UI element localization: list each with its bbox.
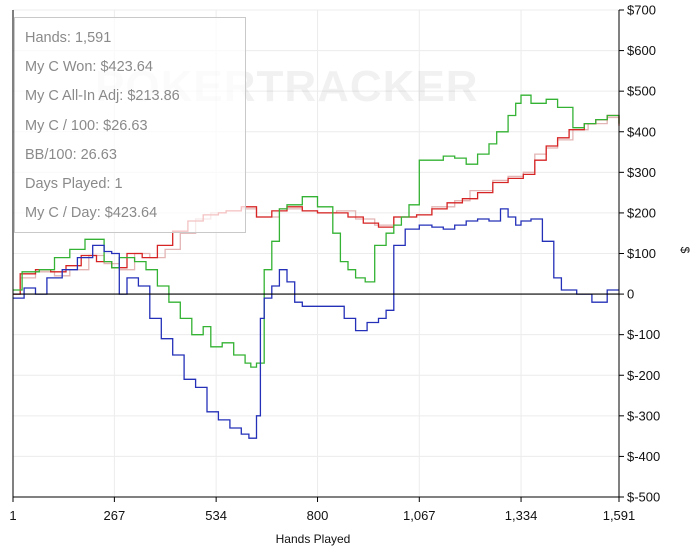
y-tick-label-6: $100 <box>627 246 656 261</box>
y-tick-label-5: 0 <box>627 287 634 302</box>
stats-panel: Hands: 1,591 My C Won: $423.64 My C All-… <box>14 17 246 233</box>
x-tick-label-6: 1,591 <box>603 508 636 523</box>
stat-days-played: Days Played: 1 <box>25 175 123 192</box>
y-tick-label-4: $-100 <box>627 327 660 342</box>
stat-bb-100: BB/100: 26.63 <box>25 146 117 163</box>
x-tick-label-5: 1,334 <box>505 508 538 523</box>
y-axis-title: $ <box>678 247 692 254</box>
axes <box>12 9 624 502</box>
stat-hands: Hands: 1,591 <box>25 30 112 46</box>
x-tick-label-0: 1 <box>9 508 16 523</box>
x-tick-label-1: 267 <box>104 508 126 523</box>
y-tick-label-2: $-300 <box>627 408 660 423</box>
x-tick-label-3: 800 <box>307 508 329 523</box>
y-tick-label-12: $700 <box>627 3 656 18</box>
y-tick-label-11: $600 <box>627 43 656 58</box>
y-tick-label-1: $-400 <box>627 449 660 464</box>
stat-per-100: My C / 100: $26.63 <box>25 117 148 134</box>
y-tick-label-3: $-200 <box>627 368 660 383</box>
x-tick-label-2: 534 <box>205 508 227 523</box>
stat-won: My C Won: $423.64 <box>25 59 153 76</box>
x-tick-labels: 1 267 534 800 1,067 1,334 1,591 <box>9 508 635 523</box>
y-tick-label-0: $-500 <box>627 490 660 505</box>
stat-all-in-adj: My C All-In Adj: $213.86 <box>25 88 180 105</box>
x-tick-label-4: 1,067 <box>403 508 436 523</box>
y-tick-label-7: $200 <box>627 205 656 220</box>
x-axis-title: Hands Played <box>276 532 351 546</box>
stat-per-day: My C / Day: $423.64 <box>25 205 158 222</box>
y-tick-label-8: $300 <box>627 165 656 180</box>
series-line-2 <box>13 94 620 368</box>
y-tick-labels: $-500 $-400 $-300 $-200 $-100 0 $100 $200 $300 $4… <box>627 3 660 505</box>
y-tick-label-9: $400 <box>627 124 656 139</box>
y-tick-label-10: $500 <box>627 84 656 99</box>
